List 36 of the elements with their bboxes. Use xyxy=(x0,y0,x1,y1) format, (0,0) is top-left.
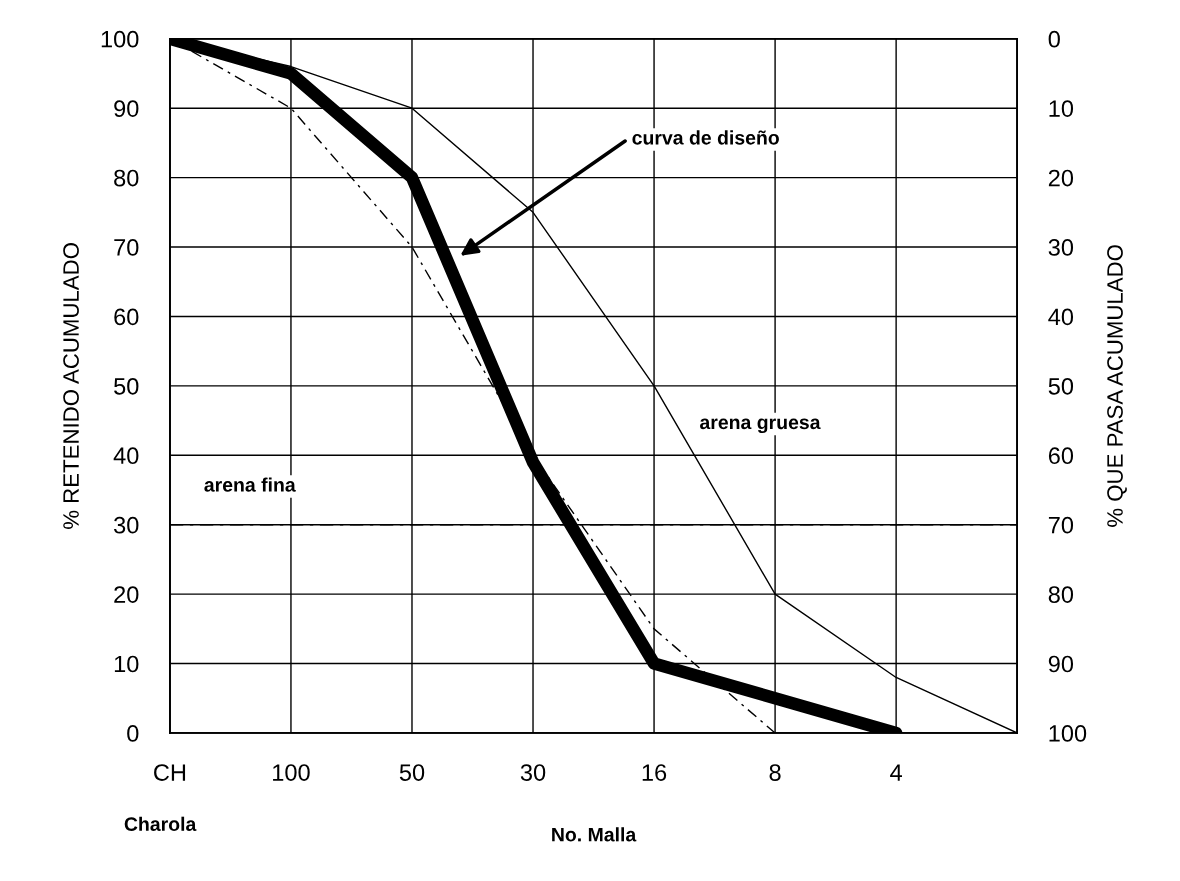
y2-tick-label: 20 xyxy=(1048,169,1074,187)
x-tick-label: 30 xyxy=(520,764,546,781)
x-tick-label: 16 xyxy=(642,764,667,781)
y2-tick-label: 90 xyxy=(1048,655,1074,673)
y-tick-label: 10 xyxy=(114,655,139,673)
y2-tick-label: 70 xyxy=(1048,516,1074,534)
y-tick-label: 20 xyxy=(114,586,139,603)
annotation: arena fina xyxy=(204,477,296,492)
x-tick-label: 4 xyxy=(890,764,902,781)
y-tick-label: 0 xyxy=(127,725,139,742)
y2-tick-label: 100 xyxy=(1049,725,1087,742)
x-axis-title: No. Malla xyxy=(552,827,637,842)
y-tick-label: 100 xyxy=(101,30,139,48)
y2-tick-label: 40 xyxy=(1048,308,1074,326)
x-tick-label: CH xyxy=(154,764,186,781)
y2-tick-label: 30 xyxy=(1048,239,1074,256)
y-tick-label: 50 xyxy=(114,377,139,395)
y-axis-title: % RETENIDO ACUMULADO xyxy=(63,243,79,529)
text: Charola xyxy=(124,816,197,831)
x-tick-label: 50 xyxy=(399,764,425,781)
y-tick-label: 90 xyxy=(114,100,139,117)
y-tick-label: 60 xyxy=(114,308,139,326)
y2-tick-label: 10 xyxy=(1049,100,1074,117)
y2-axis-title: % QUE PASA ACUMULADO xyxy=(1107,245,1127,527)
y-tick-label: 40 xyxy=(113,447,139,465)
y2-tick-label: 60 xyxy=(1048,447,1074,465)
y2-tick-label: 80 xyxy=(1048,586,1074,603)
y-tick-label: 80 xyxy=(114,169,139,187)
y-tick-label: 30 xyxy=(114,516,139,534)
annotation: curva de diseño xyxy=(632,130,779,145)
x-tick-label: 8 xyxy=(769,764,781,781)
annotation: arena gruesa xyxy=(700,418,821,434)
y2-tick-label: 0 xyxy=(1048,30,1060,48)
x-tick-label: 100 xyxy=(273,764,310,781)
y2-tick-label: 50 xyxy=(1048,377,1074,395)
y-tick-label: 70 xyxy=(114,239,139,256)
